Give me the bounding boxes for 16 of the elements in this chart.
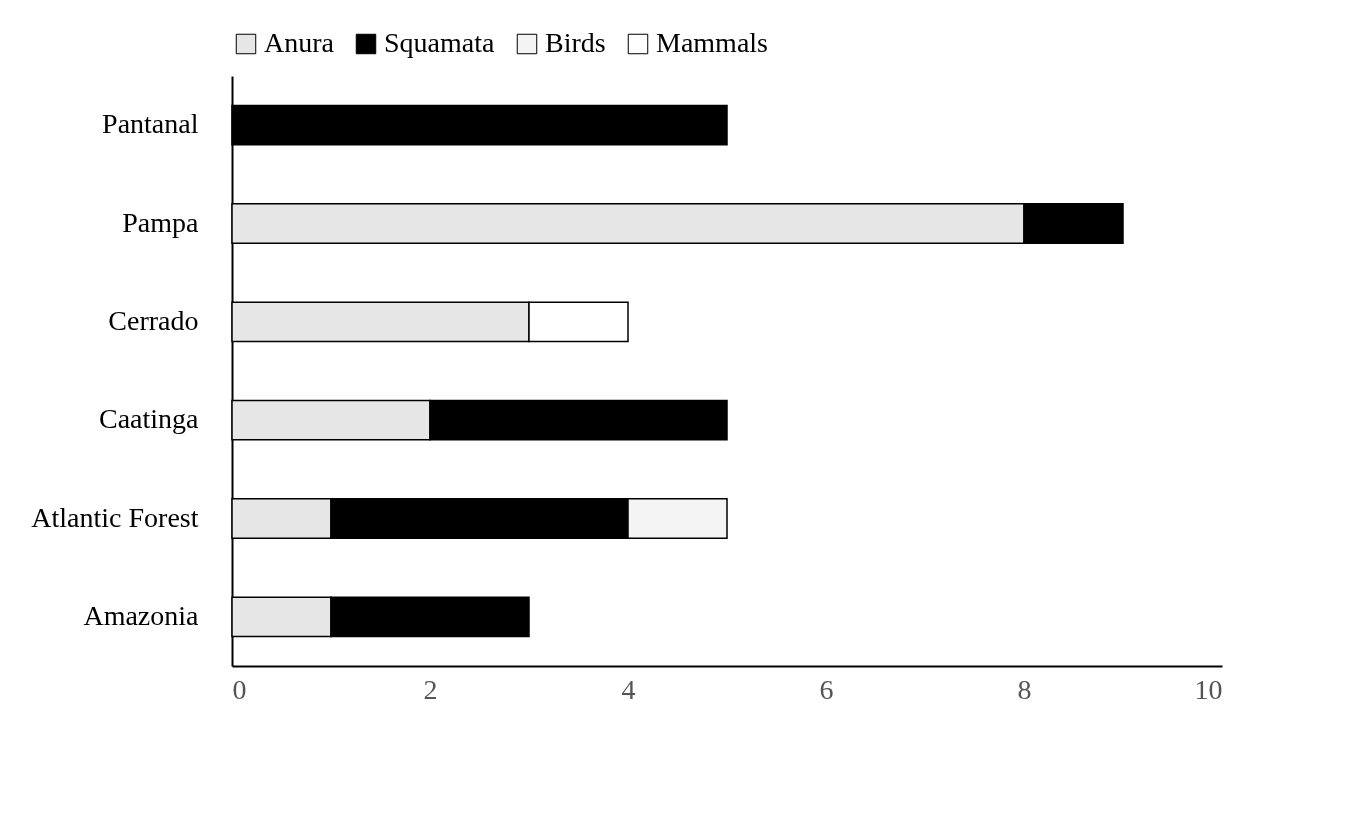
x-tick-label: 4 — [621, 673, 636, 705]
x-tick-label: 2 — [423, 673, 438, 705]
y-tick-label: Atlantic Forest — [31, 501, 199, 533]
legend-label: Anura — [264, 27, 335, 58]
legend-label: Squamata — [384, 27, 495, 58]
y-tick-label: Pantanal — [102, 108, 199, 140]
x-tick-label: 10 — [1194, 673, 1223, 705]
y-tick-label: Caatinga — [98, 403, 200, 435]
y-tick-label: Pampa — [122, 206, 200, 238]
x-tick-label: 8 — [1017, 673, 1032, 705]
x-tick-label: 6 — [819, 673, 834, 705]
x-tick-label: 0 — [232, 673, 247, 705]
legend-label: Mammals — [656, 27, 768, 58]
y-tick-label: Amazonia — [83, 599, 200, 631]
y-tick-label: Cerrado — [108, 304, 199, 336]
legend-label: Birds — [545, 27, 606, 58]
